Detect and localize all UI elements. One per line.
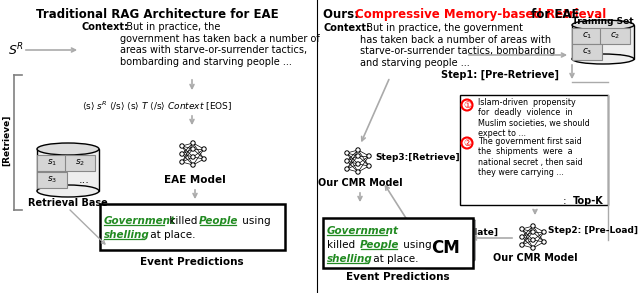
Text: But in practice, the
government has taken back a number of
areas with starve-or-: But in practice, the government has take…: [120, 22, 320, 67]
Text: Retrieval Base: Retrieval Base: [28, 198, 108, 208]
Text: shelling: shelling: [327, 254, 372, 264]
Text: at place.: at place.: [147, 230, 195, 240]
Polygon shape: [465, 220, 475, 268]
Circle shape: [345, 151, 349, 155]
FancyBboxPatch shape: [460, 95, 608, 205]
Text: for EAE: for EAE: [527, 8, 579, 21]
Circle shape: [345, 159, 349, 163]
Text: using: using: [400, 240, 431, 250]
Circle shape: [202, 147, 206, 151]
Circle shape: [367, 154, 371, 158]
Text: Step1: [Pre-Retrieve]: Step1: [Pre-Retrieve]: [441, 70, 559, 80]
Circle shape: [531, 238, 535, 242]
Bar: [37, 149, 99, 191]
Text: Our CMR Model: Our CMR Model: [317, 178, 403, 188]
Circle shape: [531, 230, 535, 234]
Text: Step3:[Retrieve]: Step3:[Retrieve]: [375, 153, 460, 162]
Text: But in practice, the government
has taken back a number of areas with
starve-or-: But in practice, the government has take…: [360, 23, 556, 68]
Text: Step2: [Pre-Load]: Step2: [Pre-Load]: [548, 226, 638, 235]
Text: $c_2$: $c_2$: [610, 31, 620, 41]
Text: People: People: [360, 240, 399, 250]
Circle shape: [531, 246, 535, 250]
Circle shape: [367, 164, 371, 168]
Circle shape: [520, 235, 524, 239]
Text: Context:: Context:: [82, 22, 129, 32]
Text: killed: killed: [327, 240, 358, 250]
Text: CM: CM: [431, 239, 460, 257]
Circle shape: [520, 243, 524, 247]
Text: ②: ②: [463, 139, 471, 147]
Circle shape: [191, 147, 195, 151]
Circle shape: [520, 227, 524, 231]
Text: Compressive Memory-based Retrieval: Compressive Memory-based Retrieval: [355, 8, 606, 21]
FancyBboxPatch shape: [100, 204, 285, 250]
Circle shape: [461, 137, 472, 149]
Circle shape: [461, 100, 472, 110]
Text: ...: ...: [612, 47, 623, 57]
Text: $c_1$: $c_1$: [582, 31, 592, 41]
Text: shelling: shelling: [104, 230, 150, 240]
Text: [Update]: [Update]: [454, 228, 499, 237]
Text: :: :: [563, 196, 570, 206]
Text: $\langle$s$\rangle$ $s^R$ $\langle$/s$\rangle$ $\langle$s$\rangle$ $T$ $\langle$: $\langle$s$\rangle$ $s^R$ $\langle$/s$\r…: [82, 100, 232, 113]
Circle shape: [356, 154, 360, 158]
Text: Traditional RAG Architecture for EAE: Traditional RAG Architecture for EAE: [36, 8, 278, 21]
Circle shape: [356, 148, 360, 152]
Text: at place.: at place.: [370, 254, 419, 264]
Text: Event Predictions: Event Predictions: [346, 272, 450, 282]
Ellipse shape: [572, 20, 634, 30]
Text: $S^R$: $S^R$: [8, 42, 24, 58]
Text: Event Predictions: Event Predictions: [140, 257, 244, 267]
Circle shape: [180, 144, 184, 148]
Text: Our CMR Model: Our CMR Model: [493, 253, 577, 263]
FancyBboxPatch shape: [37, 155, 67, 171]
Text: Government: Government: [327, 226, 399, 236]
FancyBboxPatch shape: [65, 155, 95, 171]
Text: Ours:: Ours:: [323, 8, 363, 21]
Circle shape: [202, 157, 206, 161]
Polygon shape: [425, 228, 465, 268]
Polygon shape: [425, 220, 475, 228]
Text: Context:: Context:: [323, 23, 370, 33]
Circle shape: [191, 163, 195, 167]
FancyBboxPatch shape: [572, 44, 602, 60]
Text: $s_1$: $s_1$: [47, 158, 57, 168]
Circle shape: [191, 141, 195, 145]
Text: EAE Model: EAE Model: [164, 175, 226, 185]
Text: [Retrieve]: [Retrieve]: [3, 114, 12, 166]
Text: Top-K: Top-K: [573, 196, 604, 206]
Circle shape: [356, 170, 360, 174]
Text: Training Set: Training Set: [572, 17, 634, 26]
Text: Islam-driven  propensity
for  deadly  violence  in
Muslim societies, we should
e: Islam-driven propensity for deadly viole…: [478, 98, 589, 138]
Circle shape: [542, 230, 546, 234]
Circle shape: [180, 152, 184, 156]
Text: using: using: [239, 216, 271, 226]
Ellipse shape: [572, 54, 634, 64]
Circle shape: [542, 240, 546, 244]
Text: Government: Government: [104, 216, 176, 226]
Circle shape: [191, 155, 195, 159]
Ellipse shape: [37, 185, 99, 197]
Text: $s_3$: $s_3$: [47, 175, 57, 185]
FancyBboxPatch shape: [323, 218, 473, 268]
FancyBboxPatch shape: [600, 28, 630, 44]
Text: ①: ①: [463, 100, 471, 110]
Circle shape: [345, 167, 349, 171]
FancyBboxPatch shape: [37, 172, 67, 188]
Text: ...: ...: [79, 175, 90, 185]
FancyBboxPatch shape: [572, 28, 602, 44]
Ellipse shape: [37, 143, 99, 155]
Text: $s_2$: $s_2$: [75, 158, 85, 168]
Text: People: People: [199, 216, 238, 226]
Text: The government first said
the  shipments  were  a
national secret , then said
th: The government first said the shipments …: [478, 137, 582, 177]
Circle shape: [180, 160, 184, 164]
Text: $c_3$: $c_3$: [582, 47, 592, 57]
Circle shape: [356, 162, 360, 166]
Bar: [572, 25, 634, 59]
Circle shape: [531, 224, 535, 228]
Text: killed: killed: [166, 216, 200, 226]
